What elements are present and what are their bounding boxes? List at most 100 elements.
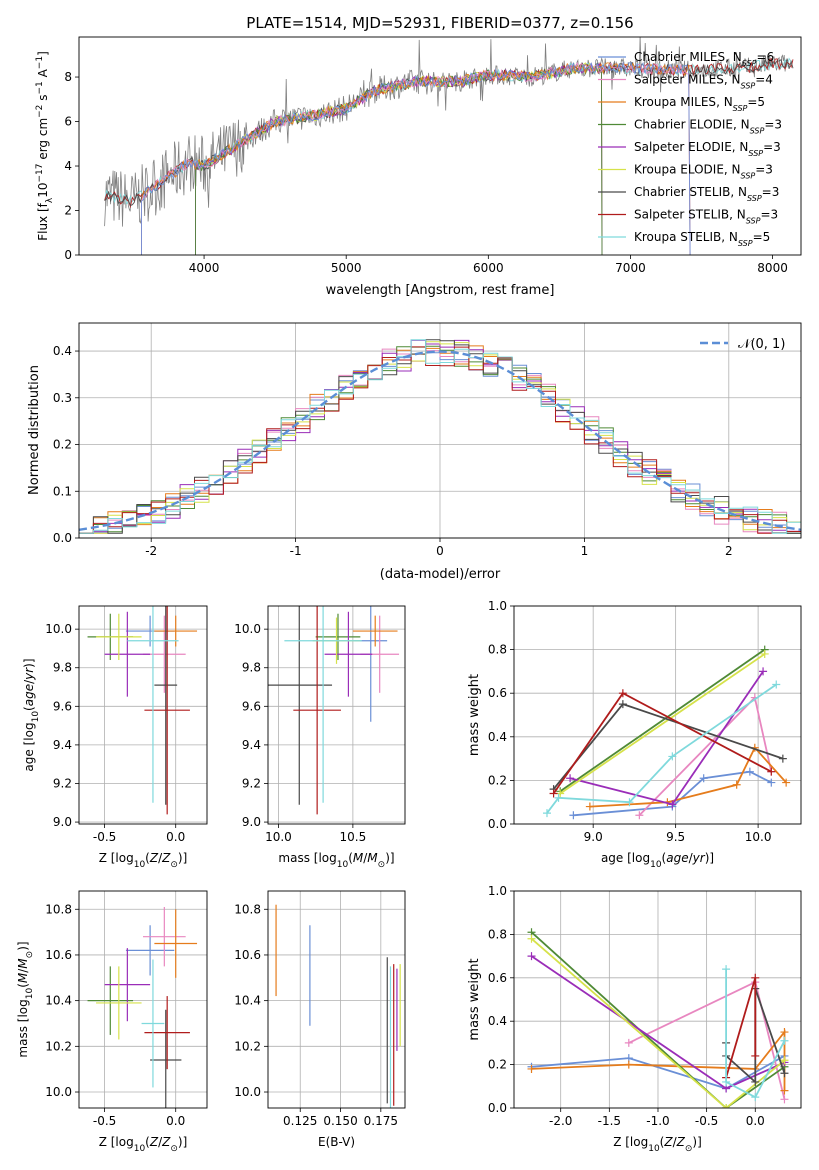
- y-tick-label-0: 0.0: [53, 531, 72, 545]
- y-axis-label: Flux [fλ10−17 erg cm−2 s−1 A−1]: [35, 51, 55, 241]
- y-tick-label-3: 6: [64, 115, 72, 129]
- axes-frame: [267, 605, 406, 825]
- legend-label-salpeter-elodie: Salpeter ELODIE, NSSP=3: [634, 140, 781, 158]
- marker-chabrier-stelib-4: [780, 1069, 789, 1078]
- axes-frame: [513, 605, 802, 825]
- y-tick-label-5: 10.0: [234, 622, 261, 636]
- x-tick-label-0: -0.5: [93, 1114, 116, 1128]
- y-tick-label-1: 0.2: [488, 773, 507, 787]
- marker-kroupa-miles-0: [585, 802, 594, 811]
- marker-salpeter-stelib-1: [751, 973, 760, 982]
- marker-kroupa-stelib-0: [542, 809, 551, 818]
- series-line-salpeter-stelib: [725, 977, 757, 1078]
- marker-kroupa-miles-4: [780, 1086, 789, 1095]
- x-tick-label-1: 9.5: [666, 830, 685, 844]
- x-axis-label: mass [log10(M/M⊙)]: [278, 851, 394, 870]
- x-tick-label-2: 6000: [473, 261, 504, 275]
- y-tick-label-4: 9.8: [242, 661, 261, 675]
- histogram-chabrier-stelib: [79, 339, 801, 534]
- legend-label-chabrier-miles: Chabrier MILES, NSSP=6: [634, 50, 774, 68]
- y-axis-label: mass weight: [467, 674, 482, 756]
- histogram-salpeter-stelib: [79, 346, 801, 534]
- marker-salpeter-elodie-2: [759, 667, 768, 676]
- marker-kroupa-stelib-2: [751, 1093, 760, 1102]
- axes-frame: [78, 605, 208, 825]
- y-tick-label-1: 0.2: [488, 1058, 507, 1072]
- series-line-chabrier-elodie: [530, 931, 786, 1108]
- x-tick-label-1: 0.150: [323, 1114, 357, 1128]
- y-tick-label-3: 10.6: [45, 948, 72, 962]
- series-line-kroupa-stelib: [725, 969, 786, 1099]
- x-tick-label-4: 0.0: [746, 1114, 765, 1128]
- x-tick-label-2: 10.0: [745, 830, 772, 844]
- x-tick-label-0: -2.0: [549, 1114, 572, 1128]
- marker-chabrier-stelib-2: [778, 754, 787, 763]
- x-tick-label-3: 7000: [615, 261, 646, 275]
- y-tick-label-2: 0.4: [488, 1014, 507, 1028]
- marker-salpeter-elodie-0: [566, 774, 575, 783]
- x-tick-label-3: 1: [581, 544, 589, 558]
- x-tick-label-1: 10.5: [340, 830, 367, 844]
- y-tick-label-0: 9.0: [242, 815, 261, 829]
- legend-label-kroupa-elodie: Kroupa ELODIE, NSSP=3: [634, 163, 773, 181]
- x-tick-label-1: 0.0: [166, 1114, 185, 1128]
- series-line-chabrier-elodie: [559, 648, 766, 793]
- x-tick-label-1: -1: [290, 544, 302, 558]
- x-tick-label-4: 2: [725, 544, 733, 558]
- marker-salpeter-miles-0: [635, 811, 644, 820]
- residuals-plot-area: [79, 339, 801, 534]
- marker-kroupa-miles-1: [624, 1060, 633, 1069]
- marker-salpeter-elodie-1: [668, 800, 677, 809]
- y-tick-label-2: 0.2: [53, 438, 72, 452]
- axes-frame: [78, 890, 208, 1109]
- x-axis-label: wavelength [Angstrom, rest frame]: [326, 283, 555, 298]
- y-tick-label-3: 9.6: [53, 699, 72, 713]
- y-tick-label-3: 10.6: [234, 948, 261, 962]
- y-tick-label-1: 9.2: [242, 776, 261, 790]
- errorbar-plot-area: [87, 906, 198, 1108]
- marker-chabrier-miles-0: [569, 811, 578, 820]
- y-tick-label-4: 0.8: [488, 643, 507, 657]
- y-tick-label-0: 0.0: [488, 817, 507, 831]
- series-line-kroupa-elodie: [530, 938, 786, 1108]
- x-tick-label-3: -0.5: [695, 1114, 718, 1128]
- y-tick-label-2: 9.4: [242, 738, 261, 752]
- y-tick-label-4: 10.8: [234, 902, 261, 916]
- y-tick-label-3: 0.6: [488, 686, 507, 700]
- y-tick-label-4: 0.4: [53, 344, 72, 358]
- x-axis-label: Z [log10(Z/Z⊙)]: [613, 1135, 702, 1154]
- y-axis-label: mass [log10(M/M⊙)]: [16, 941, 35, 1057]
- y-tick-label-2: 9.4: [53, 738, 72, 752]
- legend-label-kroupa-miles: Kroupa MILES, NSSP=5: [634, 95, 765, 113]
- y-tick-label-0: 10.0: [45, 1085, 72, 1099]
- series-line-kroupa-miles: [589, 746, 787, 808]
- x-axis-label: (data-model)/error: [380, 567, 501, 582]
- marker-salpeter-miles-2: [780, 1095, 789, 1104]
- line-plot-area: [542, 645, 791, 820]
- errorbar-plot-area: [268, 606, 400, 815]
- legend-label-chabrier-stelib: Chabrier STELIB, NSSP=3: [634, 185, 779, 203]
- marker-kroupa-stelib-1: [722, 1077, 731, 1086]
- mass-weight-vs-metallicity-panel: -2.0 -1.5 -1.0 -0.5 0.0 0.0 0.2 0.4 0.6 0.8 1.0 Z […: [467, 884, 802, 1154]
- marker-salpeter-elodie-0: [527, 952, 536, 961]
- marker-salpeter-stelib-2: [751, 1051, 760, 1060]
- y-tick-label-3: 9.6: [242, 699, 261, 713]
- y-tick-label-1: 10.2: [234, 1039, 261, 1053]
- marker-chabrier-stelib-2: [751, 1077, 760, 1086]
- y-axis-label: age [log10(age/yr)]: [22, 658, 41, 771]
- marker-kroupa-elodie-0: [527, 934, 536, 943]
- x-tick-label-4: 8000: [757, 261, 788, 275]
- line-plot-area: [527, 928, 789, 1108]
- y-tick-label-5: 1.0: [488, 599, 507, 613]
- figure-title: PLATE=1514, MJD=52931, FIBERID=0377, z=0…: [246, 14, 633, 32]
- x-tick-label-1: 0.0: [166, 830, 185, 844]
- errorbar-plot-area: [87, 606, 198, 815]
- x-tick-label-2: 0: [436, 544, 444, 558]
- legend-label-salpeter-miles: Salpeter MILES, NSSP=4: [634, 73, 773, 91]
- y-tick-label-4: 8: [64, 70, 72, 84]
- marker-chabrier-miles-3: [745, 767, 754, 776]
- y-tick-label-3: 0.6: [488, 971, 507, 985]
- marker-kroupa-elodie-1: [722, 1104, 731, 1108]
- marker-kroupa-elodie-2: [780, 1056, 789, 1065]
- x-axis-label: Z [log10(Z/Z⊙)]: [99, 1135, 188, 1154]
